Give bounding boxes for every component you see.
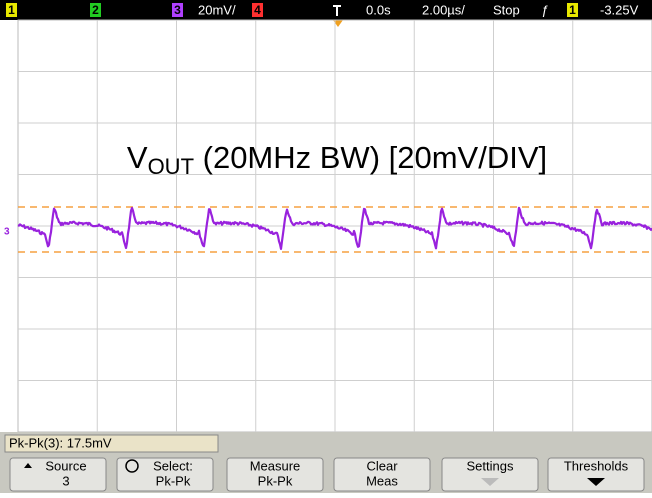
softkey-label: Measure: [250, 458, 301, 473]
annotation-subscript: OUT: [148, 154, 194, 179]
softkey-value: Meas: [366, 473, 398, 488]
trigger-slope: ƒ: [541, 2, 548, 17]
ch1-label: 1: [8, 3, 15, 17]
annotation: VOUT (20MHz BW) [20mV/DIV]: [127, 140, 547, 179]
time-offset: 0.0s: [366, 2, 391, 17]
softkey[interactable]: [547, 457, 645, 492]
trigger-icon: [333, 5, 341, 16]
ch3-label: 3: [174, 3, 181, 17]
softkey-label: Select:: [153, 458, 193, 473]
ch3-scale: 20mV/: [198, 2, 236, 17]
trigger-source-badge: [567, 3, 578, 17]
knob-icon: [125, 459, 139, 473]
ch4-badge: [252, 3, 263, 17]
annotation-main: V: [127, 140, 148, 175]
softkey[interactable]: [9, 457, 107, 492]
softkey-value: Pk-Pk: [258, 473, 293, 488]
softkey-label: Settings: [467, 458, 514, 473]
softkey-label: Clear: [366, 458, 398, 473]
ch4-label: 4: [254, 3, 261, 17]
up-arrow-icon: [24, 463, 32, 468]
annotation-rest: (20MHz BW) [20mV/DIV]: [194, 140, 547, 175]
softkey[interactable]: [441, 457, 539, 492]
softkey[interactable]: [333, 457, 431, 492]
softkey-value: Pk-Pk: [156, 473, 191, 488]
trigger-source: 1: [569, 3, 576, 17]
time-scale: 2.00µs/: [422, 2, 465, 17]
trigger-level: -3.25V: [600, 2, 639, 17]
softkey[interactable]: [226, 457, 324, 492]
run-state: Stop: [493, 2, 520, 17]
waveform: [17, 206, 652, 250]
softkey-label: Thresholds: [564, 458, 629, 473]
down-arrow-icon: [481, 478, 499, 486]
softkey-value: 3: [62, 473, 69, 488]
channel-marker: 3: [4, 227, 10, 238]
measurement-box: [4, 434, 219, 453]
ch3-badge: [172, 3, 183, 17]
ch1-badge: [6, 3, 17, 17]
ch2-label: 2: [92, 3, 99, 17]
status-bar: [0, 0, 652, 20]
softkeys: Source3Select:Pk-PkMeasurePk-PkClearMeas…: [9, 457, 645, 492]
softkey[interactable]: [116, 457, 214, 492]
ch2-badge: [90, 3, 101, 17]
softkey-label: Source: [45, 458, 86, 473]
down-arrow-icon: [587, 478, 605, 486]
measurement: Pk-Pk(3): 17.5mV: [9, 435, 112, 450]
